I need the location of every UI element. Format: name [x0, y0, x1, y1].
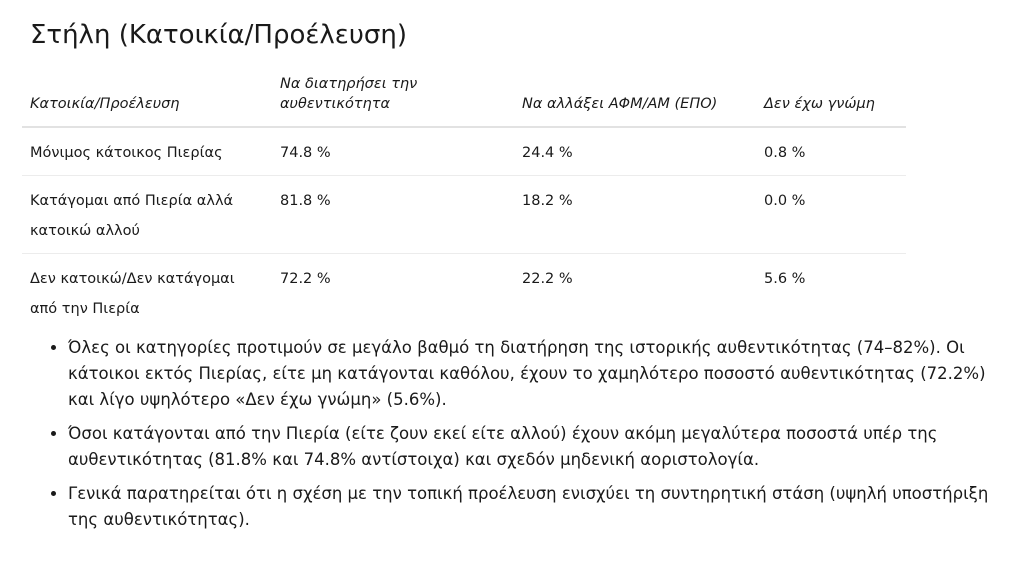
table-cell: Μόνιμος κάτοικος Πιερίας — [22, 127, 272, 176]
table-cell: Δεν κατοικώ/Δεν κατάγομαι από την Πιερία — [30, 271, 235, 317]
table-cell: 22.2 % — [522, 271, 573, 287]
header-row: Κατοικία/Προέλευση Να διατηρήσει την αυθε… — [22, 70, 906, 128]
title: Στήλη (Κατοικία/Προέλευση) — [30, 20, 407, 50]
header-cell: Να αλλάξει ΑΦΜ/ΑΜ (ΕΠΟ) — [514, 70, 756, 128]
table-cell: 5.6 % — [764, 271, 806, 287]
table-row: Κατάγομαι από Πιερία αλλά κατοικώ αλλού 8… — [22, 175, 906, 254]
table-row: Μόνιμος κάτοικος Πιερίας 74.8 % 24.4 % 0.8 … — [22, 127, 906, 176]
table-row: Δεν κατοικώ/Δεν κατάγομαι από την Πιερία… — [22, 254, 906, 332]
table-cell: 81.8 % — [272, 175, 514, 254]
bullet-list: Όλες οι κατηγορίες προτιμούν σε μεγάλο β… — [30, 335, 1008, 541]
bullet-item: Όσοι κατάγονται από την Πιερία (είτε ζου… — [68, 421, 1008, 473]
table-cell: 74.8 % — [272, 127, 514, 176]
table-cell: Κατάγομαι από Πιερία αλλά κατοικώ αλλού — [22, 175, 272, 254]
table: Κατοικία/Προέλευση Να διατηρήσει την αυθε… — [22, 70, 906, 331]
bullet-item: Γενικά παρατηρείται ότι η σχέση με την τ… — [68, 481, 1008, 533]
header-cell: Κατοικία/Προέλευση — [22, 70, 272, 128]
table-cell: 24.4 % — [514, 127, 756, 176]
table-cell: 0.8 % — [756, 127, 906, 176]
header-cell: Δεν έχω γνώμη — [756, 70, 906, 128]
table-cell: 18.2 % — [514, 175, 756, 254]
bullet-item: Όλες οι κατηγορίες προτιμούν σε μεγάλο β… — [68, 335, 1008, 413]
table-cell: 72.2 % — [280, 271, 331, 287]
header-cell: Να διατηρήσει την αυθεντικότητα — [272, 70, 514, 128]
table-cell: 0.0 % — [756, 175, 906, 254]
table-body: Μόνιμος κάτοικος Πιερίας 74.8 % 24.4 % 0.8 … — [22, 127, 906, 331]
